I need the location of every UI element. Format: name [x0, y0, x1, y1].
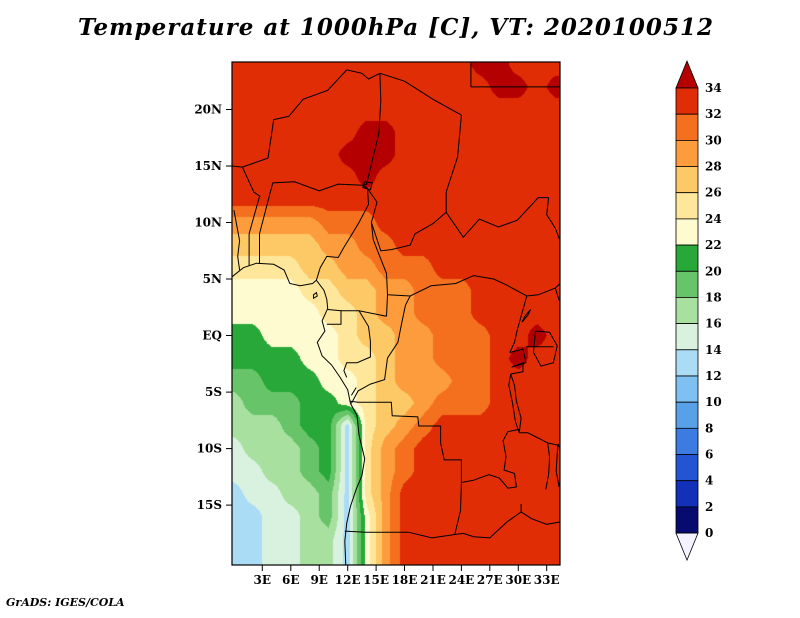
colorbar-segment	[675, 296, 699, 324]
colorbar-segment	[675, 427, 699, 455]
colorbar-label: 20	[705, 264, 722, 278]
colorbar-label: 14	[705, 343, 722, 357]
y-tick-label: 10N	[194, 216, 222, 230]
x-tick-label: 33E	[534, 573, 560, 587]
colorbar-segment	[675, 244, 699, 272]
colorbar-segment	[675, 454, 699, 482]
colorbar-label: 34	[705, 81, 722, 95]
grads-credit: GrADS: IGES/COLA	[6, 596, 125, 609]
y-tick-label: 15S	[197, 498, 222, 512]
colorbar-label: 16	[705, 317, 722, 331]
x-tick-label: 30E	[505, 573, 531, 587]
colorbar-label: 2	[705, 500, 713, 514]
y-tick-label: 5S	[205, 385, 222, 399]
y-tick-label: 15N	[194, 159, 222, 173]
colorbar-segment	[675, 113, 699, 141]
colorbar-segment	[675, 139, 699, 167]
x-tick-label: 15E	[363, 573, 389, 587]
plot-title: Temperature at 1000hPa [C], VT: 20201005…	[78, 14, 714, 41]
colorbar-segment	[675, 349, 699, 377]
colorbar-label: 6	[705, 448, 713, 462]
colorbar-label: 22	[705, 238, 722, 252]
colorbar-segment	[675, 192, 699, 220]
colorbar-label: 28	[705, 160, 722, 174]
colorbar-segment	[675, 166, 699, 194]
colorbar-label: 26	[705, 186, 722, 200]
x-tick-label: 6E	[282, 573, 300, 587]
x-tick-label: 24E	[448, 573, 474, 587]
colorbar-label: 8	[705, 421, 713, 435]
colorbar-label: 30	[705, 133, 722, 147]
colorbar-segment	[675, 506, 699, 534]
colorbar-arrow-top	[675, 59, 699, 89]
x-axis: 3E 6E 9E 12E 15E 18E 21E 24E 27E 30E 33E	[254, 565, 560, 587]
colorbar-segment	[675, 480, 699, 508]
x-tick-label: 21E	[420, 573, 446, 587]
colorbar-label: 24	[705, 212, 722, 226]
colorbar	[675, 59, 699, 562]
y-tick-label: EQ	[202, 329, 222, 343]
y-tick-label: 20N	[194, 103, 222, 117]
x-tick-label: 12E	[335, 573, 361, 587]
y-axis: 20N 15N 10N 5N EQ 5S 10S 15S	[194, 103, 232, 512]
colorbar-label: 18	[705, 290, 722, 304]
colorbar-label: 10	[705, 395, 722, 409]
colorbar-segment	[675, 375, 699, 403]
y-tick-label: 10S	[197, 442, 222, 456]
x-tick-label: 18E	[392, 573, 418, 587]
colorbar-segment	[675, 270, 699, 298]
colorbar-segment	[675, 323, 699, 351]
colorbar-arrow-bottom	[675, 532, 699, 562]
x-tick-label: 3E	[254, 573, 272, 587]
temperature-field	[232, 62, 560, 565]
colorbar-segment	[675, 401, 699, 429]
colorbar-label: 4	[705, 474, 713, 488]
colorbar-segment	[675, 218, 699, 246]
colorbar-label: 12	[705, 369, 722, 383]
x-tick-label: 9E	[310, 573, 328, 587]
colorbar-label: 32	[705, 107, 722, 121]
y-tick-label: 5N	[203, 272, 222, 286]
x-tick-label: 27E	[477, 573, 503, 587]
colorbar-label: 0	[705, 526, 713, 540]
colorbar-segment	[675, 87, 699, 115]
